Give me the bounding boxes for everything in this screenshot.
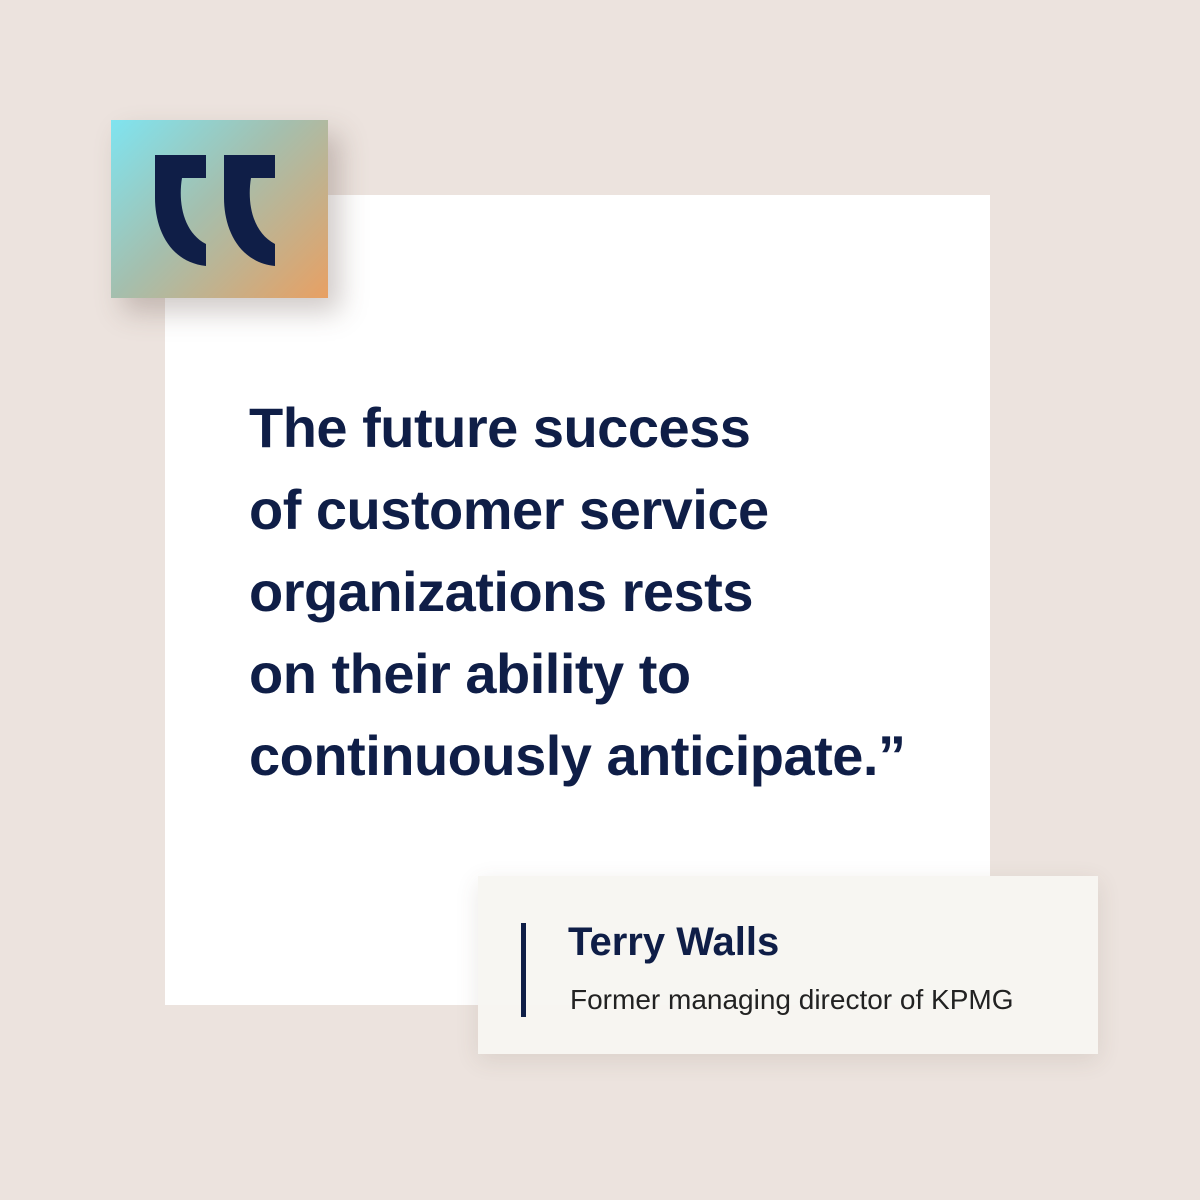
quote-line: The future success — [249, 396, 751, 459]
attribution-divider — [521, 923, 526, 1017]
quote-line: of customer service — [249, 478, 769, 541]
opening-quote-icon — [155, 155, 275, 266]
quote-text: The future success of customer service o… — [249, 387, 969, 797]
quote-line: on their ability to — [249, 642, 691, 705]
quote-card — [165, 195, 990, 1005]
author-title: Former managing director of KPMG — [570, 984, 1014, 1015]
quote-line: organizations rests — [249, 560, 753, 623]
quote-badge — [111, 120, 328, 298]
author-name: Terry Walls — [568, 920, 780, 964]
quote-line: continuously anticipate.” — [249, 724, 906, 787]
attribution-card: Terry Walls Former managing director of … — [478, 876, 1098, 1054]
